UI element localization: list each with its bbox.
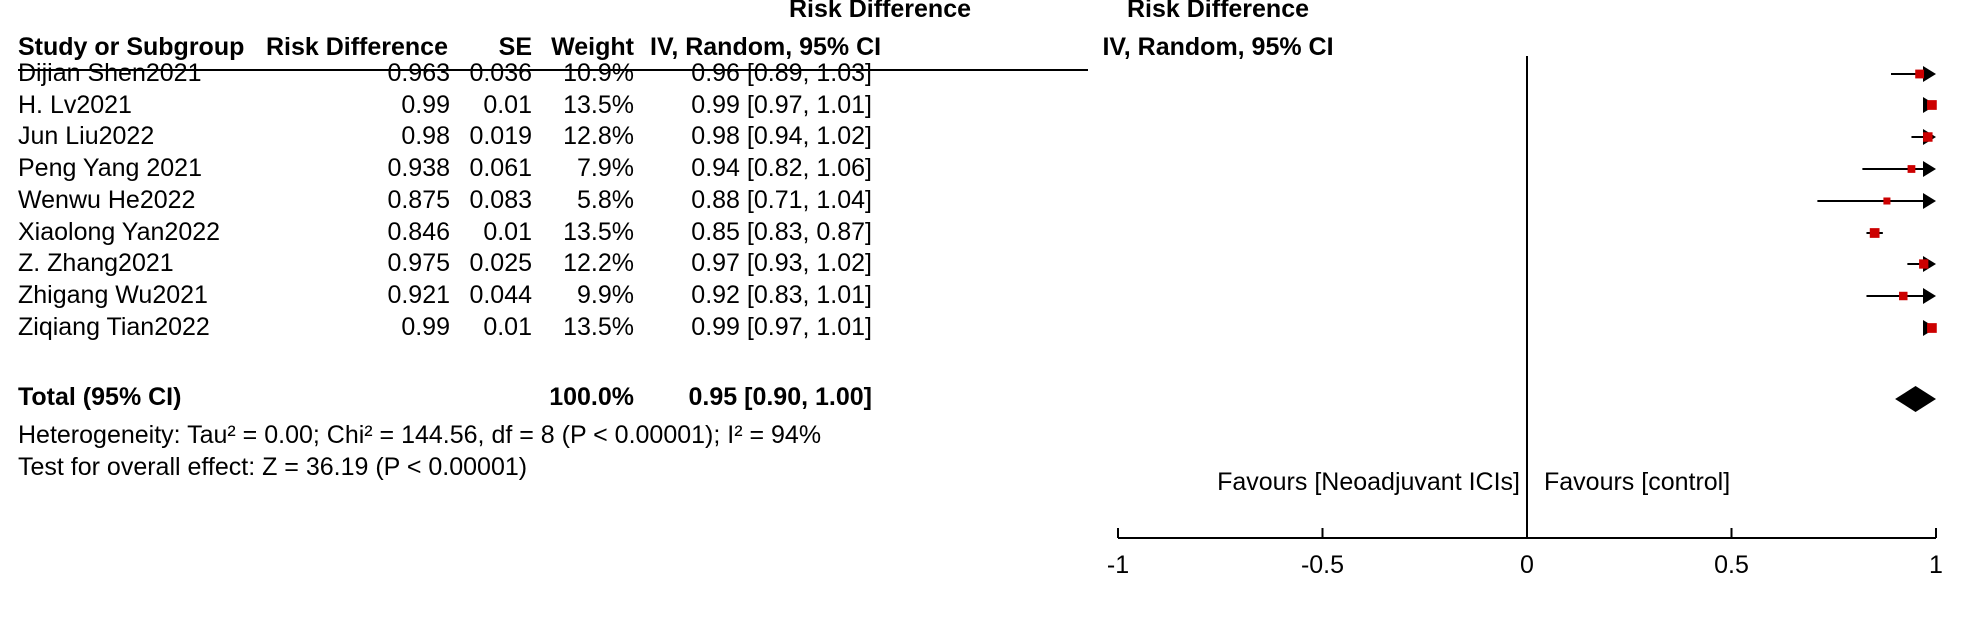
- study-point: [1883, 197, 1891, 205]
- x-axis-tick-label: 1: [1929, 551, 1943, 579]
- study-point: [1899, 291, 1908, 301]
- header-ci-right: IV, Random, 95% CI: [1102, 33, 1334, 61]
- study-se: 0.01: [483, 218, 532, 246]
- study-se: 0.083: [469, 186, 532, 214]
- study-weight: 12.8%: [563, 122, 634, 150]
- study-se: 0.061: [469, 154, 532, 182]
- study-rd: 0.99: [401, 91, 450, 119]
- study-ci: 0.94 [0.82, 1.06]: [691, 154, 872, 182]
- study-ci: 0.92 [0.83, 1.01]: [691, 281, 872, 309]
- study-weight: 12.2%: [563, 249, 634, 277]
- header-study: Study or Subgroup: [18, 33, 245, 61]
- study-point: [1923, 132, 1933, 142]
- study-name: Jun Liu2022: [18, 122, 155, 150]
- total-weight: 100.0%: [549, 383, 634, 411]
- x-axis-tick-label: 0.5: [1714, 551, 1749, 579]
- study-point: [1907, 165, 1916, 173]
- study-weight: 13.5%: [563, 218, 634, 246]
- study-rd: 0.975: [387, 249, 450, 277]
- ci-arrow: [1923, 66, 1936, 82]
- study-name: Zhigang Wu2021: [18, 281, 208, 309]
- overall-effect-text: Test for overall effect: Z = 36.19 (P < …: [18, 453, 528, 481]
- header-risk-difference: Risk Difference: [265, 33, 448, 61]
- study-name: Ziqiang Tian2022: [18, 313, 210, 341]
- study-ci: 0.97 [0.93, 1.02]: [691, 249, 872, 277]
- study-ci: 0.96 [0.89, 1.03]: [691, 59, 872, 87]
- study-name: H. Lv2021: [18, 91, 132, 119]
- study-se: 0.036: [469, 59, 532, 87]
- study-rd: 0.846: [387, 218, 450, 246]
- header-se: SE: [498, 33, 532, 61]
- study-name: Wenwu He2022: [18, 186, 196, 214]
- study-weight: 5.8%: [577, 186, 634, 214]
- study-name: Z. Zhang2021: [18, 249, 174, 277]
- x-axis-tick-label: 0: [1520, 551, 1534, 579]
- study-name: Xiaolong Yan2022: [18, 218, 221, 246]
- study-weight: 13.5%: [563, 313, 634, 341]
- study-se: 0.025: [469, 249, 532, 277]
- x-axis-tick-label: -0.5: [1301, 551, 1344, 579]
- header-ci-left: IV, Random, 95% CI: [650, 33, 882, 61]
- ci-arrow: [1923, 161, 1936, 177]
- total-label: Total (95% CI): [18, 383, 182, 411]
- study-rd: 0.875: [387, 186, 450, 214]
- study-ci: 0.98 [0.94, 1.02]: [691, 122, 872, 150]
- study-point: [1919, 259, 1929, 269]
- study-ci: 0.88 [0.71, 1.04]: [691, 186, 872, 214]
- study-rd: 0.963: [387, 59, 450, 87]
- study-ci: 0.99 [0.97, 1.01]: [691, 313, 872, 341]
- header-weight: Weight: [551, 33, 634, 61]
- study-weight: 10.9%: [563, 59, 634, 87]
- study-se: 0.01: [483, 313, 532, 341]
- study-point: [1915, 69, 1925, 79]
- total-ci: 0.95 [0.90, 1.00]: [688, 383, 872, 411]
- favours-right-label: Favours [control]: [1544, 468, 1731, 496]
- study-rd: 0.921: [387, 281, 450, 309]
- study-name: Dijian Shen2021: [18, 59, 202, 87]
- study-weight: 7.9%: [577, 154, 634, 182]
- x-axis-tick-label: -1: [1107, 551, 1129, 579]
- study-name: Peng Yang 2021: [18, 154, 202, 182]
- study-weight: 9.9%: [577, 281, 634, 309]
- study-point: [1927, 323, 1937, 333]
- group-header-right: Risk Difference: [1126, 0, 1310, 23]
- study-se: 0.044: [469, 281, 532, 309]
- study-se: 0.01: [483, 91, 532, 119]
- study-weight: 13.5%: [563, 91, 634, 119]
- study-ci: 0.99 [0.97, 1.01]: [691, 91, 872, 119]
- group-header-left: Risk Difference: [788, 0, 972, 23]
- ci-arrow: [1923, 288, 1936, 304]
- total-diamond: [1895, 386, 1936, 412]
- study-ci: 0.85 [0.83, 0.87]: [691, 218, 872, 246]
- study-rd: 0.98: [401, 122, 450, 150]
- study-se: 0.019: [469, 122, 532, 150]
- study-rd: 0.938: [387, 154, 450, 182]
- header-rule: [18, 69, 1088, 71]
- study-rd: 0.99: [401, 313, 450, 341]
- ci-arrow: [1923, 193, 1936, 209]
- study-point: [1869, 228, 1880, 238]
- heterogeneity-text: Heterogeneity: Tau² = 0.00; Chi² = 144.5…: [18, 421, 822, 449]
- favours-left-label: Favours [Neoadjuvant ICIs]: [1217, 468, 1520, 496]
- study-point: [1927, 100, 1937, 110]
